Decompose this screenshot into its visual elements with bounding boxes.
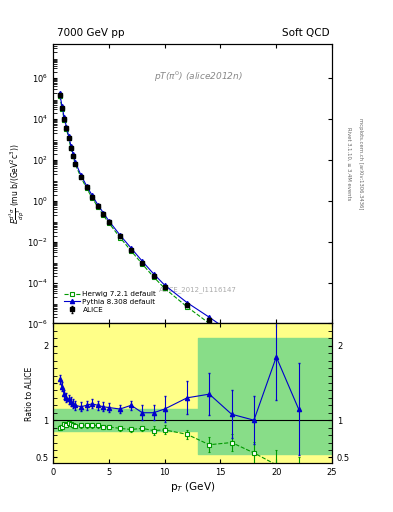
Pythia 8.308 default (162, 282, 167, 288)
Herwig 7.2.1 default (90, 195, 94, 201)
Pythia 8.308 default (101, 210, 106, 216)
Pythia 8.308 default (107, 218, 111, 224)
Herwig 7.2.1 default (60, 105, 64, 112)
Line: Herwig 7.2.1 default: Herwig 7.2.1 default (58, 94, 301, 385)
Pythia 8.308 default (274, 350, 279, 356)
Y-axis label: $E\frac{d^3\sigma}{dp^3}$ (mu b/(GeV$^2$c$^3$)): $E\frac{d^3\sigma}{dp^3}$ (mu b/(GeV$^2$… (7, 143, 26, 224)
Pythia 8.308 default (151, 271, 156, 277)
Herwig 7.2.1 default (95, 204, 100, 210)
Pythia 8.308 default (207, 314, 212, 321)
Pythia 8.308 default (79, 172, 83, 178)
Herwig 7.2.1 default (129, 248, 134, 254)
Line: Pythia 8.308 default: Pythia 8.308 default (58, 91, 301, 370)
Pythia 8.308 default (296, 365, 301, 371)
Herwig 7.2.1 default (140, 261, 145, 267)
Herwig 7.2.1 default (57, 93, 62, 99)
Herwig 7.2.1 default (71, 154, 75, 160)
Pythia 8.308 default (229, 330, 234, 336)
Herwig 7.2.1 default (62, 116, 66, 122)
Pythia 8.308 default (252, 337, 256, 344)
Pythia 8.308 default (64, 124, 69, 130)
Pythia 8.308 default (71, 151, 75, 157)
Y-axis label: Ratio to ALICE: Ratio to ALICE (25, 366, 34, 420)
Herwig 7.2.1 default (66, 135, 71, 141)
Herwig 7.2.1 default (229, 334, 234, 340)
Pythia 8.308 default (129, 245, 134, 251)
Pythia 8.308 default (118, 232, 122, 238)
Herwig 7.2.1 default (252, 348, 256, 354)
Pythia 8.308 default (68, 143, 73, 149)
Herwig 7.2.1 default (162, 285, 167, 291)
Pythia 8.308 default (84, 183, 89, 189)
Text: 7000 GeV pp: 7000 GeV pp (57, 28, 125, 38)
Herwig 7.2.1 default (118, 234, 122, 241)
Legend: Herwig 7.2.1 default, Pythia 8.308 default, ALICE: Herwig 7.2.1 default, Pythia 8.308 defau… (62, 290, 158, 314)
Herwig 7.2.1 default (185, 304, 189, 310)
Text: Rivet 3.1.10, ≥ 3.4M events: Rivet 3.1.10, ≥ 3.4M events (347, 127, 352, 201)
Pythia 8.308 default (66, 133, 71, 139)
Herwig 7.2.1 default (68, 145, 73, 151)
Pythia 8.308 default (73, 159, 78, 165)
Herwig 7.2.1 default (84, 185, 89, 191)
Pythia 8.308 default (185, 300, 189, 306)
Pythia 8.308 default (90, 193, 94, 199)
Herwig 7.2.1 default (274, 363, 279, 369)
Pythia 8.308 default (60, 103, 64, 110)
Pythia 8.308 default (140, 258, 145, 264)
Herwig 7.2.1 default (107, 220, 111, 226)
Text: pT($\pi^0$) (alice2012n): pT($\pi^0$) (alice2012n) (154, 70, 242, 84)
Text: ALICE_2012_I1116147: ALICE_2012_I1116147 (159, 286, 237, 293)
Herwig 7.2.1 default (73, 161, 78, 167)
Pythia 8.308 default (57, 90, 62, 96)
Herwig 7.2.1 default (151, 274, 156, 280)
X-axis label: p$_T$ (GeV): p$_T$ (GeV) (170, 480, 215, 494)
Herwig 7.2.1 default (79, 174, 83, 180)
Text: mcplots.cern.ch [arXiv:1306.3436]: mcplots.cern.ch [arXiv:1306.3436] (358, 118, 363, 209)
Herwig 7.2.1 default (101, 212, 106, 218)
Herwig 7.2.1 default (64, 126, 69, 132)
Herwig 7.2.1 default (207, 321, 212, 327)
Pythia 8.308 default (95, 201, 100, 207)
Text: Soft QCD: Soft QCD (283, 28, 330, 38)
Pythia 8.308 default (62, 114, 66, 120)
Herwig 7.2.1 default (296, 380, 301, 386)
